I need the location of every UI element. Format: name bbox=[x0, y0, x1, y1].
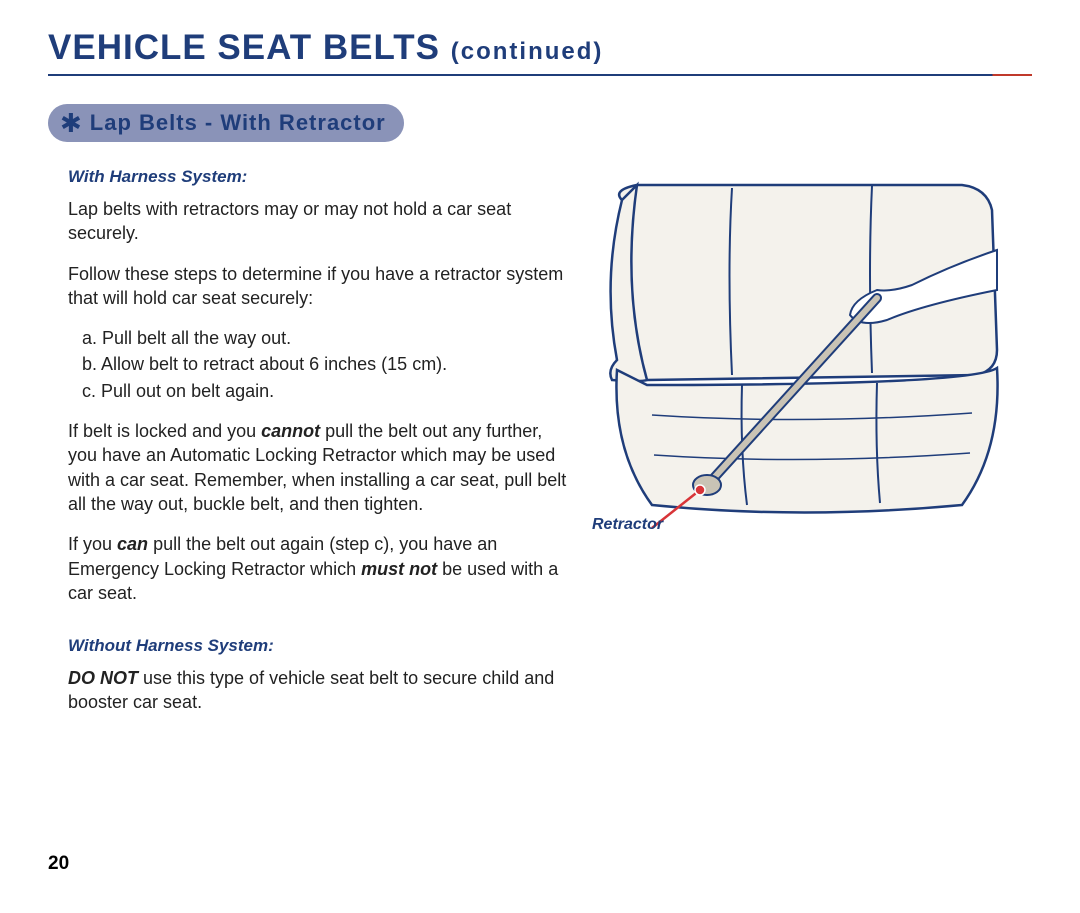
step-b: b. Allow belt to retract about 6 inches … bbox=[82, 352, 568, 376]
para4-em: can bbox=[117, 534, 148, 554]
section-heading: Lap Belts - With Retractor bbox=[90, 110, 386, 136]
illustration-column: Retractor bbox=[592, 166, 1032, 731]
step-list: a. Pull belt all the way out. b. Allow b… bbox=[68, 326, 568, 403]
paragraph-1: Lap belts with retractors may or may not… bbox=[68, 197, 568, 246]
paragraph-5: DO NOT use this type of vehicle seat bel… bbox=[68, 666, 568, 715]
paragraph-4: If you can pull the belt out again (step… bbox=[68, 532, 568, 605]
retractor-label: Retractor bbox=[592, 516, 663, 534]
para4-em2: must not bbox=[361, 559, 437, 579]
page-title: VEHICLE SEAT BELTS (continued) bbox=[48, 28, 1032, 74]
para3-em: cannot bbox=[261, 421, 320, 441]
para5-text: use this type of vehicle seat belt to se… bbox=[68, 668, 554, 712]
paragraph-3: If belt is locked and you cannot pull th… bbox=[68, 419, 568, 516]
step-a: a. Pull belt all the way out. bbox=[82, 326, 568, 350]
para5-em: DO NOT bbox=[68, 668, 138, 688]
step-c: c. Pull out on belt again. bbox=[82, 379, 568, 403]
para4-a: If you bbox=[68, 534, 117, 554]
title-main: VEHICLE SEAT BELTS bbox=[48, 28, 440, 67]
paragraph-2: Follow these steps to determine if you h… bbox=[68, 262, 568, 311]
page-number: 20 bbox=[48, 853, 69, 875]
seat-illustration bbox=[592, 170, 1022, 550]
without-harness-heading: Without Harness System: bbox=[68, 635, 568, 658]
asterisk-icon: ✱ bbox=[60, 110, 82, 136]
with-harness-heading: With Harness System: bbox=[68, 166, 568, 189]
title-suffix: (continued) bbox=[451, 38, 604, 65]
section-heading-pill: ✱ Lap Belts - With Retractor bbox=[48, 104, 404, 142]
para3-a: If belt is locked and you bbox=[68, 421, 261, 441]
content-columns: With Harness System: Lap belts with retr… bbox=[48, 166, 1032, 731]
text-column: With Harness System: Lap belts with retr… bbox=[48, 166, 568, 731]
title-rule bbox=[48, 74, 1032, 76]
